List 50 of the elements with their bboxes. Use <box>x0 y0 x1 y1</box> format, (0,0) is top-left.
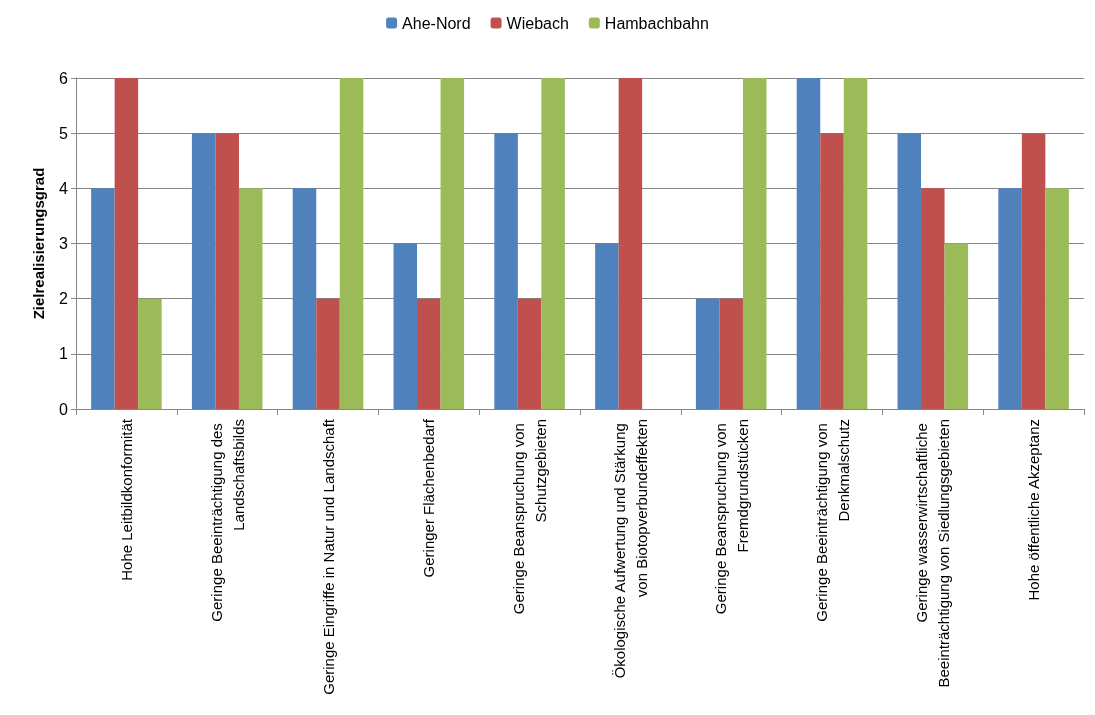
x-tick-label: Geringe Beanspruchung von Fremdgrundstücken <box>711 419 751 615</box>
bar <box>1045 188 1069 409</box>
legend-label: Ahe-Nord <box>402 14 471 32</box>
bar <box>339 78 364 409</box>
bar <box>393 243 418 409</box>
bar <box>897 133 922 409</box>
bar <box>91 188 115 409</box>
bar <box>944 243 969 409</box>
bar <box>843 78 868 409</box>
y-tick-label: 6 <box>59 69 69 87</box>
bar <box>719 298 743 409</box>
bar <box>998 188 1022 409</box>
bar <box>417 298 441 409</box>
x-tick-label: Hohe öffentliche Akzeptanz <box>1025 419 1043 601</box>
bar <box>215 133 239 409</box>
bar <box>618 78 643 409</box>
bar <box>517 298 542 409</box>
bar <box>292 188 317 409</box>
bar <box>191 133 216 409</box>
bar <box>595 243 619 409</box>
bar <box>238 188 263 409</box>
x-tick-label: Ökologische Aufwertung und Stärkung von Biotopverbundeffekten <box>610 419 650 679</box>
x-tick-label: Geringe Beanspruchung von Schutzgebieten <box>510 419 550 615</box>
bar <box>796 78 821 409</box>
legend-label: Wiebach <box>506 14 569 32</box>
x-tick-label: Geringe Eingriffe in Natur und Landschaft <box>319 418 337 695</box>
x-tick-label: Hohe Leitbildkonformität <box>117 418 135 581</box>
x-tick-label: Geringe wasserwirtschaftliche Beeinträchtigung von Siedlungsgebieten <box>913 419 953 688</box>
y-tick-label: 5 <box>59 124 69 142</box>
bar <box>494 133 518 409</box>
bar <box>820 133 844 409</box>
y-tick-label: 3 <box>59 235 69 252</box>
bar <box>1021 133 1046 409</box>
y-tick-label: 0 <box>59 400 69 418</box>
bar <box>695 298 720 409</box>
bar <box>138 298 162 409</box>
x-tick-label: Geringer Flächenbedarf <box>420 418 438 578</box>
legend-label: Hambachbahn <box>604 14 709 32</box>
y-tick-label: 2 <box>59 290 69 308</box>
y-axis-title: Zielrealisierungsgrad <box>30 167 47 320</box>
x-tick-label: Geringe Beeinträchtigung von Denkmalschutz <box>812 419 852 622</box>
x-tick-label: Geringe Beeinträchtigung des Landschaftsbilds <box>207 419 247 622</box>
y-tick-label: 4 <box>59 179 69 197</box>
bar <box>114 78 139 409</box>
bar <box>541 78 565 409</box>
bar <box>921 188 945 409</box>
bar <box>316 298 340 409</box>
bar <box>742 78 767 409</box>
y-tick-label: 1 <box>59 345 69 363</box>
bar <box>440 78 465 409</box>
